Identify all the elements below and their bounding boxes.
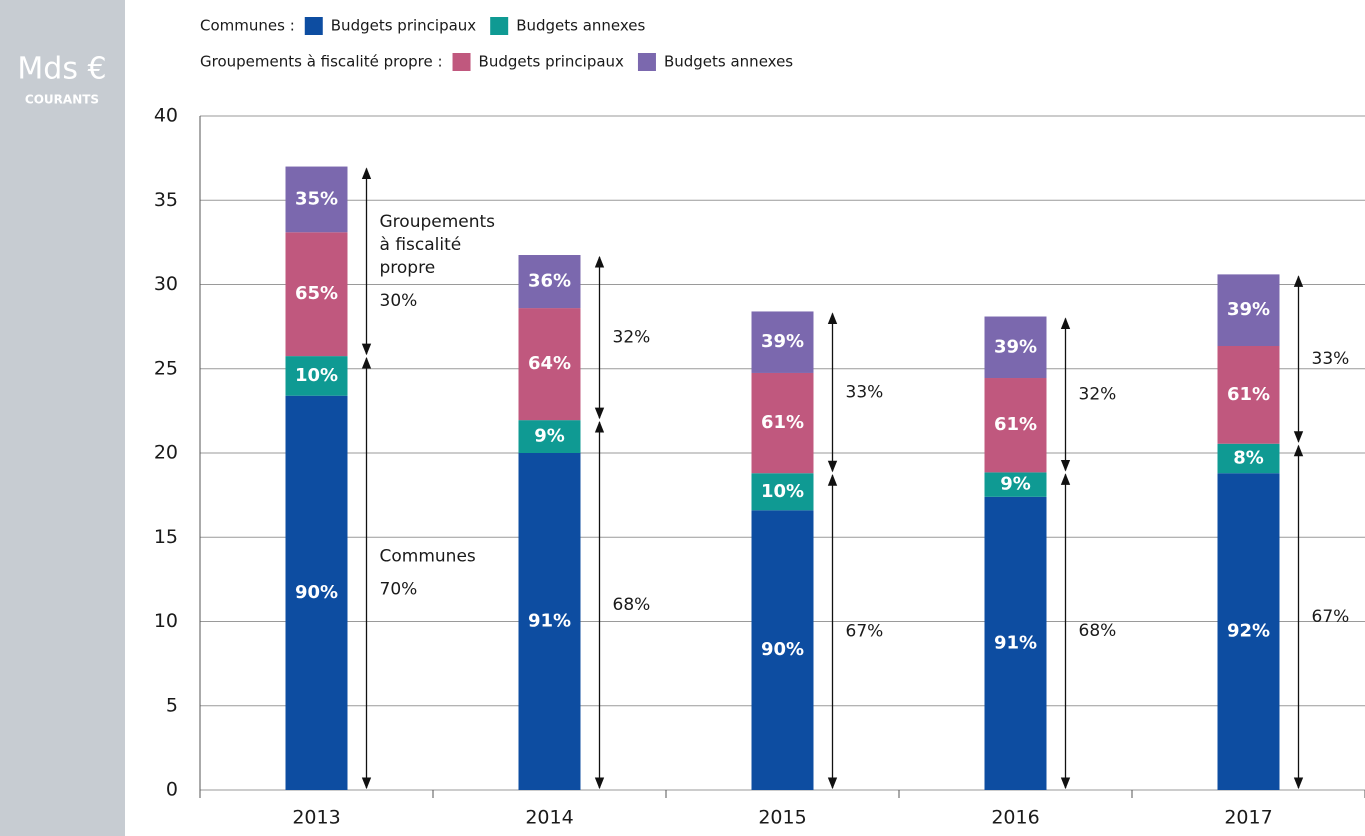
bar-segment (518, 420, 581, 453)
bar-segment (751, 372, 814, 474)
bracket-share: 33% (846, 382, 884, 402)
segment-label: 9% (1000, 474, 1031, 495)
legend-entry: Budgets principaux (331, 17, 477, 35)
bracket-title: propre (380, 258, 436, 278)
bar-segment (1217, 274, 1280, 347)
y-axis-sublabel: COURANTS (25, 93, 99, 107)
legend-swatch (304, 17, 323, 35)
y-tick-label: 15 (154, 526, 178, 548)
y-tick-label: 0 (166, 779, 178, 801)
legend-swatch (637, 53, 656, 71)
segment-label: 64% (528, 353, 571, 374)
bar-segment (518, 255, 581, 309)
segment-label: 91% (528, 611, 571, 632)
bar-segment (984, 472, 1047, 497)
y-tick-label: 20 (154, 442, 178, 464)
y-tick-label: 40 (154, 105, 178, 127)
y-tick-label: 5 (166, 694, 178, 716)
x-tick-label: 2015 (758, 807, 806, 829)
segment-label: 9% (534, 426, 565, 447)
bar-segment (751, 311, 814, 373)
bracket-share: 32% (1079, 384, 1117, 404)
segment-label: 35% (295, 188, 338, 209)
bar-segment (1217, 443, 1280, 474)
y-axis-label: Mds € (17, 52, 106, 87)
bracket-share: 68% (613, 595, 651, 615)
segment-label: 65% (295, 283, 338, 304)
bar-segment (285, 232, 348, 357)
x-tick-label: 2014 (525, 807, 573, 829)
segment-label: 90% (295, 582, 338, 603)
bar-segment (285, 166, 348, 233)
legend-group-label: Communes : (200, 17, 295, 35)
segment-label: 92% (1227, 621, 1270, 642)
bracket-share: 68% (1079, 621, 1117, 641)
bracket-share: 33% (1312, 349, 1350, 369)
segment-label: 39% (761, 331, 804, 352)
legend-swatch (452, 53, 471, 71)
bracket-share: 32% (613, 328, 651, 348)
bar-segment (1217, 473, 1280, 790)
bracket-share: 70% (380, 580, 418, 600)
bar-segment (518, 308, 581, 421)
segment-label: 90% (761, 639, 804, 660)
legend-group-label: Groupements à fiscalité propre : (200, 53, 443, 71)
bar-segment (751, 473, 814, 511)
segment-label: 39% (1227, 299, 1270, 320)
x-tick-label: 2016 (991, 807, 1039, 829)
segment-label: 61% (1227, 384, 1270, 405)
bar-segment (518, 453, 581, 790)
segment-label: 39% (994, 336, 1037, 357)
x-tick-label: 2013 (292, 807, 340, 829)
legend-entry: Budgets principaux (479, 53, 625, 71)
bar-segment (285, 356, 348, 396)
segment-label: 36% (528, 271, 571, 292)
legend-entry: Budgets annexes (664, 53, 793, 71)
bar-segment (1217, 346, 1280, 444)
segment-label: 91% (994, 632, 1037, 653)
segment-label: 61% (994, 414, 1037, 435)
bar-segment (984, 496, 1047, 790)
bracket-share: 67% (1312, 607, 1350, 627)
bracket-share: 67% (846, 622, 884, 642)
bar-segment (285, 395, 348, 790)
bracket-title: à fiscalité (380, 235, 462, 255)
x-tick-label: 2017 (1224, 807, 1272, 829)
y-tick-label: 25 (154, 357, 178, 379)
legend-entry: Budgets annexes (516, 17, 645, 35)
side-panel (0, 0, 125, 836)
segment-label: 61% (761, 412, 804, 433)
bar-segment (751, 510, 814, 790)
segment-label: 10% (295, 365, 338, 386)
segment-label: 10% (761, 481, 804, 502)
bar-segment (984, 316, 1047, 379)
y-tick-label: 30 (154, 273, 178, 295)
segment-label: 8% (1233, 447, 1264, 468)
bar-segment (984, 378, 1047, 473)
bracket-title: Communes (380, 547, 476, 567)
bracket-share: 30% (380, 291, 418, 311)
bracket-title: Groupements (380, 212, 496, 232)
y-tick-label: 35 (154, 189, 178, 211)
y-tick-label: 10 (154, 610, 178, 632)
legend-swatch (490, 17, 509, 35)
